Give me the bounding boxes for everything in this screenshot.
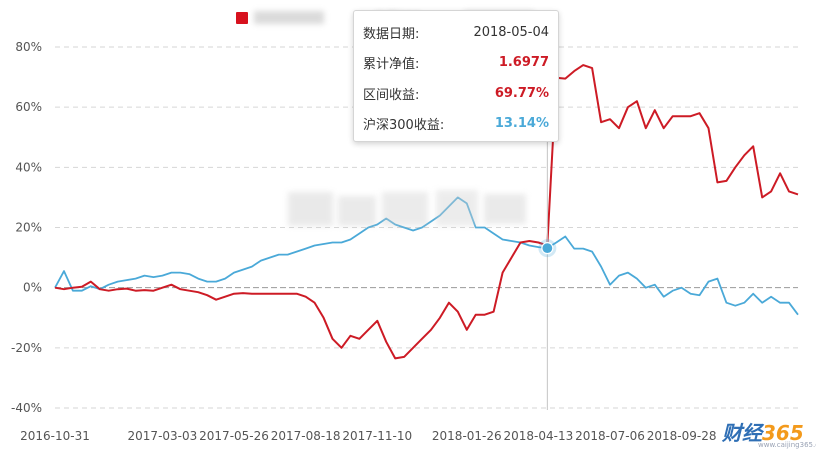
y-tick-label: -40%: [11, 401, 42, 415]
tooltip-range-value: 69.77%: [494, 85, 549, 101]
hs300-hover-point: [541, 242, 554, 255]
tooltip-date-value: 2018-05-04: [473, 24, 549, 40]
y-tick-label: 0%: [23, 281, 42, 295]
y-tick-label: 80%: [15, 40, 42, 54]
x-tick-label: 2017-03-03: [128, 429, 198, 443]
y-tick-label: -20%: [11, 341, 42, 355]
y-tick-label: 40%: [15, 160, 42, 174]
y-tick-label: 20%: [15, 221, 42, 235]
x-tick-label: 2016-10-31: [20, 429, 90, 443]
x-tick-label: 2017-08-18: [271, 429, 341, 443]
x-tick-label: 2018-07-06: [575, 429, 645, 443]
tooltip-date-row: 数据日期: 2018-05-04: [363, 17, 549, 48]
x-tick-label: 2018-04-13: [504, 429, 574, 443]
watermark-url: www.caijing365.com: [758, 441, 816, 449]
y-tick-label: 60%: [15, 100, 42, 114]
tooltip-hs300-value: 13.14%: [494, 116, 549, 132]
hs300-series-line: [54, 196, 799, 316]
x-tick-label: 2017-05-26: [199, 429, 269, 443]
series-lines: [54, 64, 799, 360]
data-tooltip: 数据日期: 2018-05-04 累计净值: 1.6977 区间收益: 69.7…: [353, 10, 559, 142]
tooltip-range-label: 区间收益:: [363, 87, 420, 103]
x-tick-label: 2018-09-28: [647, 429, 717, 443]
tooltip-nav-value: 1.6977: [498, 55, 549, 71]
legend-label-blurred: [254, 11, 324, 24]
x-tick-label: 2018-01-26: [432, 429, 502, 443]
tooltip-hs300-label: 沪深300收益:: [363, 118, 445, 134]
tooltip-hs300-row: 沪深300收益: 13.14%: [363, 109, 549, 140]
x-axis-ticks: 2016-10-31 2017-03-03 2017-05-26 2017-08-18…: [20, 429, 716, 443]
watermark-text-b: 365: [762, 421, 804, 445]
y-axis-ticks: 80% 60% 40% 20% 0% -20% -40%: [11, 40, 42, 415]
tooltip-date-label: 数据日期:: [363, 26, 420, 42]
tooltip-range-row: 区间收益: 69.77%: [363, 78, 549, 109]
fund-series-line: [54, 64, 799, 360]
legend-swatch[interactable]: [236, 12, 248, 24]
blurred-overlay: [288, 190, 526, 226]
site-watermark: 财经365 www.caijing365.com: [722, 417, 816, 451]
tooltip-nav-label: 累计净值:: [363, 57, 420, 73]
tooltip-nav-row: 累计净值: 1.6977: [363, 48, 549, 79]
x-tick-label: 2017-11-10: [342, 429, 412, 443]
watermark-text-a: 财经: [722, 421, 762, 445]
